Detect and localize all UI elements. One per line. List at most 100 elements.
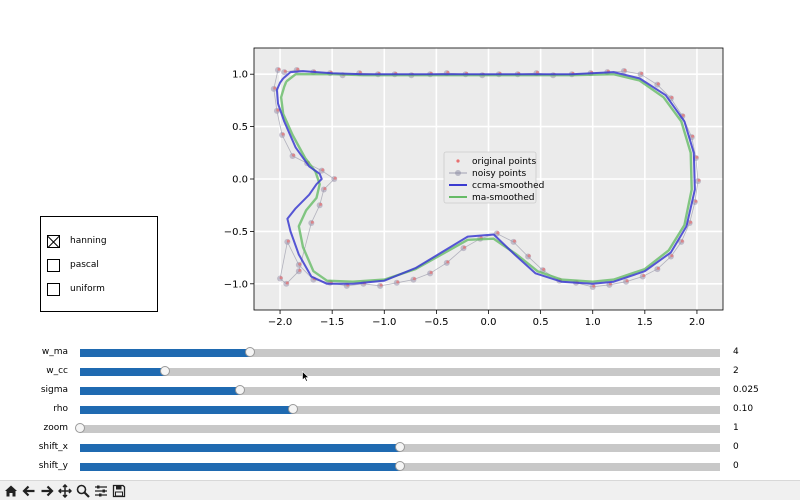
original-point bbox=[429, 271, 433, 275]
back-icon bbox=[22, 485, 35, 496]
slider-track[interactable] bbox=[80, 385, 720, 395]
slider-fill bbox=[80, 349, 251, 357]
slider-w-cc: w_cc 2 bbox=[0, 365, 800, 379]
slider-track[interactable] bbox=[80, 404, 720, 414]
x-tick-label: −1.5 bbox=[320, 317, 344, 328]
slider-track[interactable] bbox=[80, 347, 720, 357]
zoom-button[interactable] bbox=[74, 482, 92, 500]
original-point bbox=[276, 108, 280, 112]
slider-fill bbox=[80, 444, 400, 452]
original-point bbox=[695, 155, 699, 159]
configure-icon bbox=[95, 485, 107, 496]
navigation-toolbar bbox=[0, 480, 800, 500]
slider-sigma: sigma 0.025 bbox=[0, 384, 800, 398]
original-point bbox=[446, 70, 450, 74]
original-point bbox=[681, 113, 685, 117]
legend-box bbox=[443, 151, 537, 204]
window-type-radio-group: hanning pascal uniform bbox=[40, 216, 158, 312]
slider-label: zoom bbox=[43, 423, 68, 433]
slider-handle[interactable] bbox=[245, 347, 256, 357]
original-point bbox=[625, 279, 629, 283]
slider-track[interactable] bbox=[80, 366, 720, 376]
original-point bbox=[281, 132, 285, 136]
slider-track[interactable] bbox=[80, 442, 720, 452]
plot-axes-frame bbox=[253, 47, 724, 311]
slider-label: sigma bbox=[40, 385, 68, 395]
original-point bbox=[321, 168, 325, 172]
save-icon bbox=[112, 484, 126, 497]
plot-ticks: −2.0 −1.5 −1.0 −0.5 0.0 0.5 1.0 1.5 2.0 1.0 0.5 0.0… bbox=[224, 70, 705, 328]
slider-handle[interactable] bbox=[235, 385, 245, 395]
pan-button[interactable] bbox=[56, 482, 74, 500]
slider-handle[interactable] bbox=[160, 366, 171, 376]
radio-option-pascal[interactable]: pascal bbox=[47, 258, 99, 272]
original-point bbox=[689, 220, 693, 224]
slider-track[interactable] bbox=[80, 461, 720, 471]
slider-value: 0.10 bbox=[733, 404, 754, 414]
original-point bbox=[670, 254, 674, 258]
original-point bbox=[592, 284, 596, 288]
plot-series bbox=[270, 67, 701, 290]
x-tick-label: 0.0 bbox=[481, 317, 497, 328]
slider-value: 1 bbox=[733, 423, 739, 433]
save-button[interactable] bbox=[110, 482, 128, 500]
original-point bbox=[691, 134, 695, 138]
radio-checkbox-hanning[interactable] bbox=[47, 234, 60, 248]
zoom-icon bbox=[76, 484, 90, 498]
original-point bbox=[656, 82, 660, 86]
slider-shift-x: shift_x 0 bbox=[0, 441, 800, 455]
back-button[interactable] bbox=[20, 482, 38, 500]
slider-value: 0.025 bbox=[733, 385, 759, 395]
home-icon bbox=[5, 485, 17, 496]
home-button[interactable] bbox=[2, 482, 20, 500]
original-point bbox=[527, 254, 531, 258]
slider-fill bbox=[80, 406, 294, 414]
original-point bbox=[273, 86, 277, 90]
x-tick-label: −0.5 bbox=[424, 317, 448, 328]
y-tick-label: −0.5 bbox=[224, 227, 248, 238]
slider-value: 0 bbox=[733, 442, 739, 452]
radio-option-uniform[interactable]: uniform bbox=[47, 282, 105, 296]
original-point bbox=[694, 199, 698, 203]
slider-value: 2 bbox=[733, 366, 739, 376]
original-point bbox=[412, 277, 416, 281]
original-point bbox=[446, 260, 450, 264]
slider-handle[interactable] bbox=[395, 442, 405, 452]
pan-icon bbox=[58, 483, 72, 498]
radio-label-hanning: hanning bbox=[70, 236, 107, 246]
legend-marker-noisy-points bbox=[455, 170, 461, 176]
y-tick-label: −1.0 bbox=[224, 279, 248, 290]
radio-option-hanning[interactable]: hanning bbox=[47, 234, 107, 248]
original-point bbox=[323, 187, 327, 191]
plot-figure[interactable]: −2.0 −1.5 −1.0 −0.5 0.0 0.5 1.0 1.5 2.0 1.0 0.5 0.0… bbox=[0, 0, 800, 340]
original-point bbox=[640, 71, 644, 75]
radio-label-uniform: uniform bbox=[70, 284, 105, 294]
legend-label: ccma-smoothed bbox=[472, 181, 544, 191]
slider-handle[interactable] bbox=[395, 461, 405, 471]
original-point bbox=[496, 231, 500, 235]
forward-icon bbox=[41, 485, 54, 496]
radio-checkbox-uniform[interactable] bbox=[47, 282, 60, 296]
original-point bbox=[623, 68, 627, 72]
x-tick-label: −1.0 bbox=[372, 317, 396, 328]
slider-shift-y: shift_y 0 bbox=[0, 460, 800, 474]
slider-value: 4 bbox=[733, 347, 739, 357]
original-point bbox=[298, 268, 302, 272]
configure-button[interactable] bbox=[92, 482, 110, 500]
original-point bbox=[697, 178, 701, 182]
slider-track[interactable] bbox=[75, 423, 720, 433]
forward-button[interactable] bbox=[38, 482, 56, 500]
radio-checkbox-pascal[interactable] bbox=[47, 258, 60, 272]
slider-label: w_cc bbox=[46, 366, 68, 376]
original-point bbox=[396, 280, 400, 284]
original-point bbox=[535, 70, 539, 74]
original-point bbox=[542, 267, 546, 271]
original-point bbox=[670, 96, 674, 100]
y-tick-label: 0.5 bbox=[232, 122, 248, 133]
slider-handle[interactable] bbox=[288, 404, 299, 414]
ccma-smoothed-line bbox=[275, 70, 696, 285]
original-point bbox=[285, 281, 289, 285]
slider-rho: rho 0.10 bbox=[0, 403, 800, 417]
slider-handle[interactable] bbox=[75, 423, 85, 433]
legend-label: noisy points bbox=[472, 169, 527, 179]
